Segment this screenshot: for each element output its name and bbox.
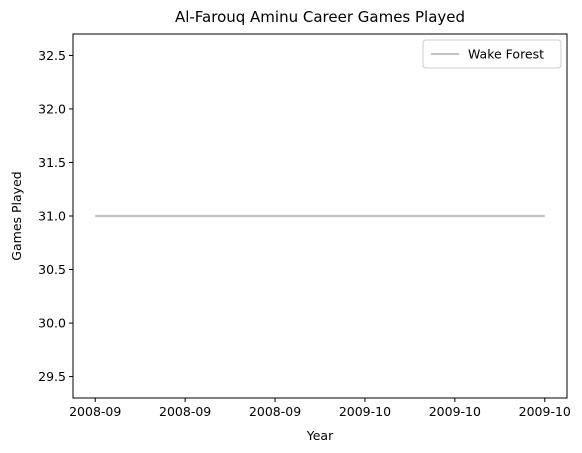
x-tick-label: 2009-10 <box>339 404 391 419</box>
y-tick-label: 29.5 <box>38 369 66 384</box>
y-axis-ticks: 29.5 30.0 30.5 31.0 31.5 32.0 32.5 <box>38 48 73 384</box>
y-tick-label: 31.5 <box>38 155 66 170</box>
x-tick-label: 2008-09 <box>159 404 211 419</box>
legend-box <box>422 39 562 69</box>
x-tick-label: 2009-10 <box>429 404 481 419</box>
x-tick-label: 2008-09 <box>249 404 301 419</box>
x-axis-ticks: 2008-09 2008-09 2008-09 2009-10 2009-10 2009-… <box>69 398 571 419</box>
legend: Wake Forest <box>422 39 562 69</box>
legend-label-wake-forest: Wake Forest <box>468 47 544 62</box>
chart-title: Al-Farouq Aminu Career Games Played <box>175 8 465 26</box>
y-tick-label: 30.5 <box>38 262 66 277</box>
x-axis-label: Year <box>306 428 334 443</box>
x-tick-label: 2008-09 <box>69 404 121 419</box>
y-tick-label: 32.5 <box>38 48 66 63</box>
x-tick-label: 2009-10 <box>519 404 571 419</box>
y-tick-label: 32.0 <box>38 101 66 116</box>
y-tick-label: 31.0 <box>38 209 66 224</box>
y-tick-label: 30.0 <box>38 316 66 331</box>
y-axis-label: Games Played <box>9 171 24 260</box>
plot-area: 29.530.030.531.031.532.032.5 2008-09 2008… <box>38 33 571 419</box>
